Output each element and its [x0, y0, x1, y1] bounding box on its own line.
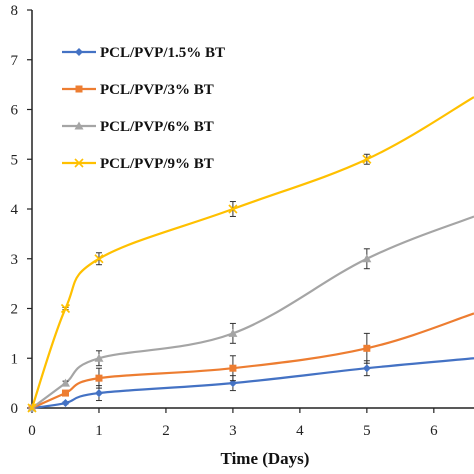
y-tick-label: 4 [11, 202, 19, 218]
legend-marker [75, 48, 83, 56]
data-point [362, 154, 372, 164]
y-ticks: 0 1 2 3 4 5 6 7 8 [11, 3, 32, 417]
x-tick-label: 1 [95, 423, 103, 439]
legend-item: PCL/PVP/1.5% BT [62, 45, 225, 61]
series-layer [27, 96, 474, 413]
x-tick-label: 4 [296, 423, 304, 439]
x-tick-label: 5 [363, 423, 371, 439]
y-tick-label: 8 [11, 3, 19, 19]
legend: PCL/PVP/1.5% BT PCL/PVP/3% BT PCL/PVP/6% B… [62, 45, 225, 172]
data-point [95, 374, 103, 382]
legend-item: PCL/PVP/6% BT [62, 119, 214, 135]
legend-label: PCL/PVP/9% BT [100, 156, 214, 172]
data-point [228, 204, 238, 214]
y-tick-label: 7 [11, 53, 19, 69]
x-tick-label: 0 [28, 423, 36, 439]
y-tick-label: 6 [11, 103, 19, 119]
axes [31, 10, 474, 409]
y-tick-label: 3 [11, 252, 19, 268]
data-point [94, 389, 103, 398]
data-point [362, 364, 371, 373]
legend-label: PCL/PVP/1.5% BT [100, 45, 225, 61]
data-point [27, 403, 37, 413]
x-tick-label: 6 [430, 423, 438, 439]
x-tick-label: 2 [162, 423, 170, 439]
data-point [229, 364, 237, 372]
data-point [363, 344, 371, 352]
legend-marker [74, 121, 84, 130]
data-point [94, 254, 104, 264]
y-tick-label: 2 [11, 302, 19, 318]
legend-label: PCL/PVP/6% BT [100, 119, 214, 135]
series-line [30, 96, 474, 409]
legend-item: PCL/PVP/3% BT [62, 82, 214, 98]
y-tick-label: 5 [11, 152, 19, 168]
data-point [61, 389, 69, 397]
x-axis-title: Time (Days) [221, 449, 310, 468]
legend-item: PCL/PVP/9% BT [62, 156, 214, 172]
legend-marker [74, 158, 84, 168]
legend-marker [75, 85, 83, 93]
legend-label: PCL/PVP/3% BT [100, 82, 214, 98]
y-tick-label: 0 [11, 401, 19, 417]
series-2 [28, 312, 474, 412]
x-ticks: 0 1 2 3 4 5 6 [28, 408, 438, 439]
data-point [60, 303, 71, 314]
data-point [228, 328, 238, 337]
data-point [362, 254, 372, 263]
data-point [94, 353, 104, 362]
y-tick-label: 1 [11, 351, 19, 367]
series-4 [27, 96, 474, 413]
data-point [60, 378, 70, 387]
series-1 [28, 357, 474, 412]
x-tick-label: 3 [229, 423, 237, 439]
data-point [61, 399, 70, 408]
